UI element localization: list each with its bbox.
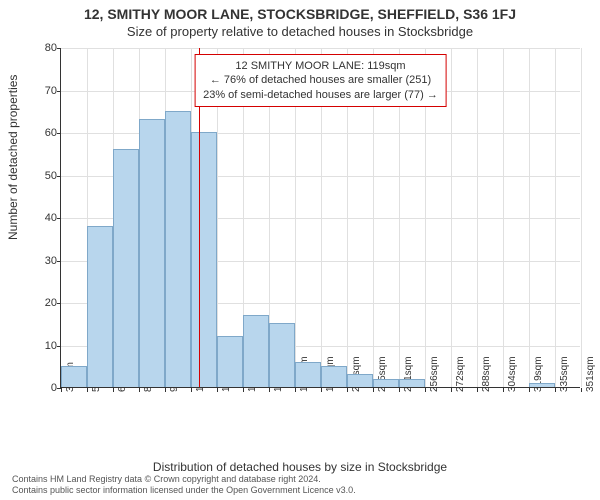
x-tick-mark (87, 388, 88, 392)
annotation-box: 12 SMITHY MOOR LANE: 119sqm ← 76% of det… (194, 54, 447, 107)
histogram-bar (399, 379, 425, 388)
footer-line: Contains public sector information licen… (12, 485, 356, 496)
annotation-line: 23% of semi-detached houses are larger (… (203, 88, 438, 102)
x-tick-mark (243, 388, 244, 392)
x-tick-mark (477, 388, 478, 392)
histogram-bar (165, 111, 191, 387)
x-tick-mark (217, 388, 218, 392)
y-tick-mark (57, 48, 61, 49)
histogram-bar (87, 226, 113, 388)
histogram-bar (347, 374, 373, 387)
y-tick-label: 20 (31, 297, 57, 309)
annotation-line: 12 SMITHY MOOR LANE: 119sqm (203, 59, 438, 73)
x-tick-label: 304sqm (507, 356, 518, 392)
x-tick-mark (529, 388, 530, 392)
x-tick-label: 335sqm (559, 356, 570, 392)
x-tick-mark (139, 388, 140, 392)
histogram-bar (243, 315, 269, 387)
x-tick-mark (165, 388, 166, 392)
title-address: 12, SMITHY MOOR LANE, STOCKSBRIDGE, SHEF… (0, 6, 600, 22)
y-tick-label: 50 (31, 170, 57, 182)
histogram-bar (217, 336, 243, 387)
histogram-bar (191, 132, 217, 387)
x-tick-mark (321, 388, 322, 392)
y-tick-mark (57, 303, 61, 304)
y-tick-label: 30 (31, 255, 57, 267)
histogram-bar (113, 149, 139, 387)
y-tick-mark (57, 346, 61, 347)
x-tick-mark (191, 388, 192, 392)
annotation-line: ← 76% of detached houses are smaller (25… (203, 73, 438, 87)
y-tick-mark (57, 218, 61, 219)
histogram-bar (295, 362, 321, 388)
x-tick-label: 351sqm (585, 356, 596, 392)
plot-area: 0102030405060708035sqm51sqm67sqm83sqm99s… (60, 48, 580, 388)
chart-title-block: 12, SMITHY MOOR LANE, STOCKSBRIDGE, SHEF… (0, 0, 600, 39)
gridline-vertical (477, 48, 478, 387)
histogram-bar (61, 366, 87, 387)
y-tick-label: 70 (31, 85, 57, 97)
y-tick-label: 40 (31, 212, 57, 224)
x-tick-mark (373, 388, 374, 392)
gridline-vertical (555, 48, 556, 387)
gridline-vertical (451, 48, 452, 387)
histogram-bar (321, 366, 347, 387)
x-tick-mark (295, 388, 296, 392)
x-tick-mark (451, 388, 452, 392)
x-tick-mark (347, 388, 348, 392)
x-tick-label: 288sqm (481, 356, 492, 392)
x-tick-mark (269, 388, 270, 392)
x-tick-mark (581, 388, 582, 392)
x-tick-label: 256sqm (429, 356, 440, 392)
y-tick-label: 10 (31, 340, 57, 352)
histogram-bar (373, 379, 399, 388)
title-subtitle: Size of property relative to detached ho… (0, 24, 600, 39)
x-tick-mark (425, 388, 426, 392)
gridline-vertical (581, 48, 582, 387)
histogram-bar (139, 119, 165, 387)
x-tick-mark (399, 388, 400, 392)
y-tick-label: 0 (31, 382, 57, 394)
histogram-bar (269, 323, 295, 387)
x-tick-label: 272sqm (455, 356, 466, 392)
x-tick-mark (113, 388, 114, 392)
gridline-vertical (529, 48, 530, 387)
y-axis-label: Number of detached properties (6, 75, 20, 240)
y-tick-mark (57, 261, 61, 262)
x-tick-mark (503, 388, 504, 392)
x-axis-label: Distribution of detached houses by size … (0, 460, 600, 474)
chart-area: 0102030405060708035sqm51sqm67sqm83sqm99s… (60, 48, 580, 428)
x-tick-mark (61, 388, 62, 392)
footer-attribution: Contains HM Land Registry data © Crown c… (12, 474, 356, 496)
x-tick-mark (555, 388, 556, 392)
y-tick-mark (57, 91, 61, 92)
footer-line: Contains HM Land Registry data © Crown c… (12, 474, 356, 485)
gridline-vertical (503, 48, 504, 387)
y-tick-label: 60 (31, 127, 57, 139)
y-tick-mark (57, 176, 61, 177)
y-tick-mark (57, 133, 61, 134)
histogram-bar (529, 383, 555, 387)
y-tick-label: 80 (31, 42, 57, 54)
